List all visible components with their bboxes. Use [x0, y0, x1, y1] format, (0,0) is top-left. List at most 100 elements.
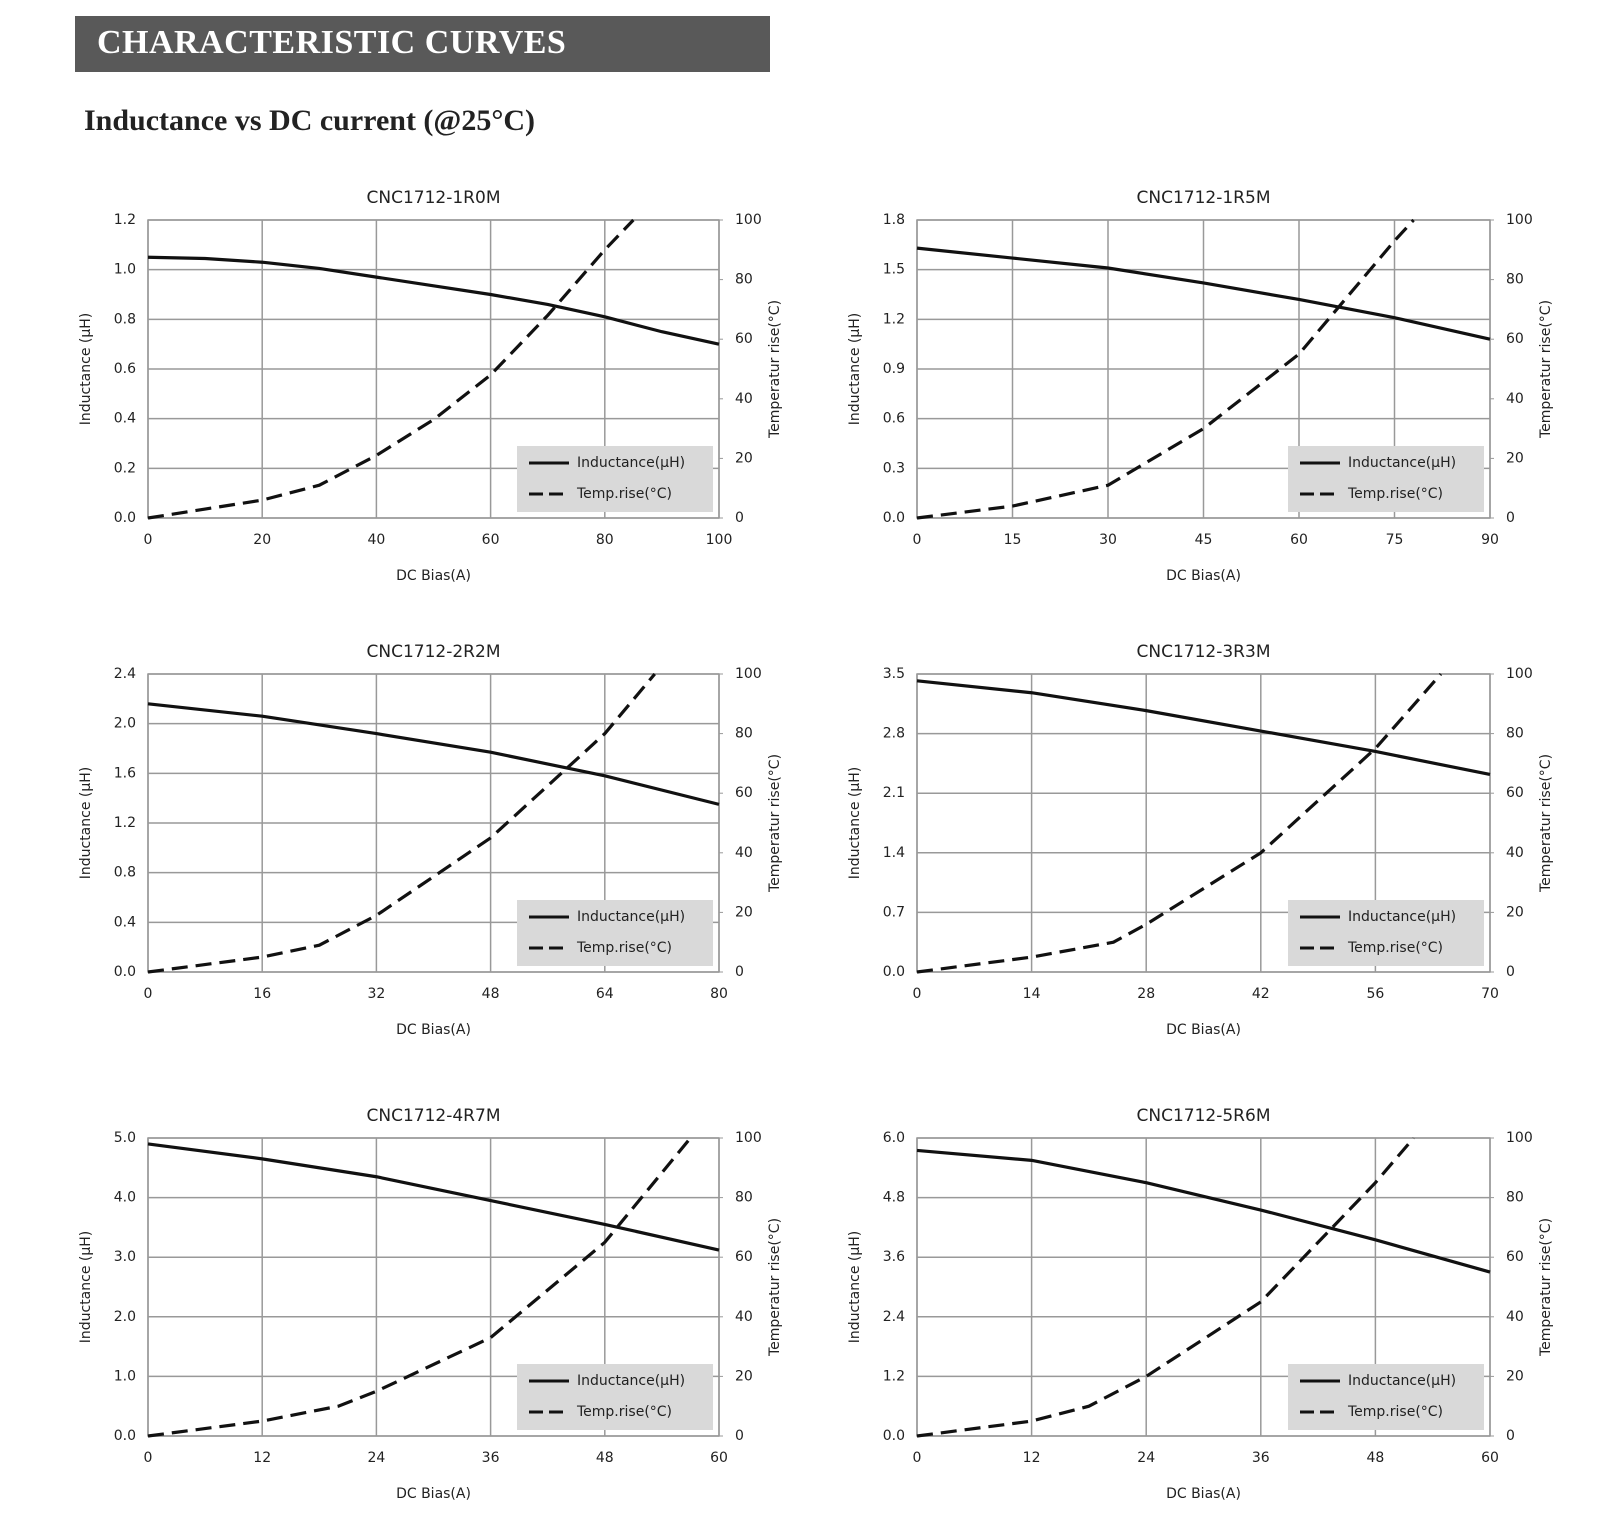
- x-tick-label: 48: [596, 1450, 614, 1466]
- y-tick-label: 0.8: [114, 311, 136, 327]
- y-axis-label: Inductance (μH): [847, 313, 863, 426]
- y2-axis-label: Temperatur rise(°C): [1538, 1218, 1554, 1357]
- x-tick-label: 0: [913, 532, 922, 548]
- legend-box: [517, 900, 713, 966]
- y2-tick-label: 80: [735, 272, 753, 288]
- y2-tick-label: 0: [1506, 964, 1515, 980]
- y2-tick-label: 100: [1506, 666, 1533, 682]
- y-axis-label: Inductance (μH): [847, 1231, 863, 1344]
- plot-frame: [916, 673, 1491, 973]
- x-tick-label: 0: [913, 986, 922, 1002]
- x-tick-label: 0: [144, 532, 153, 548]
- x-tick-label: 90: [1481, 532, 1499, 548]
- y2-tick-label: 80: [735, 1190, 753, 1206]
- y-tick-label: 0.9: [883, 361, 905, 377]
- y2-tick-label: 40: [1506, 845, 1524, 861]
- y-tick-label: 1.0: [114, 1368, 136, 1384]
- line-series: [147, 702, 720, 806]
- x-tick-label: 0: [144, 986, 153, 1002]
- y-axis-label: Inductance (μH): [78, 767, 94, 880]
- y2-tick-label: 20: [735, 904, 753, 920]
- subtitle: Inductance vs DC current (@25°C): [84, 104, 535, 137]
- x-tick-label: 80: [596, 532, 614, 548]
- y-tick-label: 4.0: [114, 1190, 136, 1206]
- chart-title: CNC1712-4R7M: [367, 1106, 501, 1126]
- y2-tick-label: 0: [735, 510, 744, 526]
- y-tick-label: 0.8: [114, 865, 136, 881]
- legend-label: Inductance(μH): [1348, 455, 1456, 471]
- legend-box: [1288, 900, 1484, 966]
- y-tick-label: 2.0: [114, 1309, 136, 1325]
- y2-tick-label: 40: [735, 845, 753, 861]
- y2-tick-label: 20: [735, 1368, 753, 1384]
- y-tick-label: 0.0: [883, 964, 905, 980]
- chart-title: CNC1712-2R2M: [367, 642, 501, 662]
- y2-tick-label: 100: [1506, 1130, 1533, 1146]
- legend-label: Inductance(μH): [1348, 1373, 1456, 1389]
- y2-tick-label: 100: [735, 1130, 762, 1146]
- x-tick-label: 0: [144, 1450, 153, 1466]
- y-tick-label: 0.0: [114, 510, 136, 526]
- line-series: [916, 679, 1491, 777]
- x-tick-label: 42: [1252, 986, 1270, 1002]
- y-tick-label: 2.1: [883, 785, 905, 801]
- legend-label: Temp.rise(°C): [1347, 940, 1443, 956]
- chart-title: CNC1712-1R0M: [367, 188, 501, 208]
- chart-title: CNC1712-3R3M: [1137, 642, 1271, 662]
- legend-label: Temp.rise(°C): [1347, 1404, 1443, 1420]
- legend-label: Inductance(μH): [577, 455, 685, 471]
- y2-tick-label: 80: [1506, 1190, 1524, 1206]
- x-tick-label: 80: [710, 986, 728, 1002]
- x-tick-label: 20: [253, 532, 271, 548]
- y2-tick-label: 40: [735, 391, 753, 407]
- legend-box: [1288, 446, 1484, 512]
- y-tick-label: 1.2: [883, 1368, 905, 1384]
- x-tick-label: 48: [482, 986, 500, 1002]
- y-tick-label: 1.0: [114, 262, 136, 278]
- y-tick-label: 2.8: [883, 726, 905, 742]
- line-series: [916, 218, 1415, 520]
- y2-axis-label: Temperatur rise(°C): [1538, 754, 1554, 893]
- y-tick-label: 1.2: [114, 815, 136, 831]
- x-tick-label: 24: [1137, 1450, 1155, 1466]
- legend-box: [517, 446, 713, 512]
- y2-tick-label: 100: [735, 212, 762, 228]
- x-tick-label: 75: [1386, 532, 1404, 548]
- x-tick-label: 24: [367, 1450, 385, 1466]
- line-series: [147, 672, 656, 974]
- legend-label: Temp.rise(°C): [576, 1404, 672, 1420]
- x-tick-label: 0: [913, 1450, 922, 1466]
- y-tick-label: 0.7: [883, 904, 905, 920]
- plot-frame: [147, 219, 720, 519]
- plot-frame: [916, 219, 1491, 519]
- x-tick-label: 30: [1099, 532, 1117, 548]
- y-tick-label: 6.0: [883, 1130, 905, 1146]
- y2-tick-label: 60: [1506, 785, 1524, 801]
- y-tick-label: 0.3: [883, 460, 905, 476]
- y-tick-label: 2.0: [114, 716, 136, 732]
- legend-label: Inductance(μH): [577, 1373, 685, 1389]
- x-tick-label: 16: [253, 986, 271, 1002]
- y2-axis-label: Temperatur rise(°C): [767, 1218, 783, 1357]
- y2-tick-label: 60: [1506, 1249, 1524, 1265]
- y2-axis-label: Temperatur rise(°C): [1538, 300, 1554, 439]
- legend-label: Inductance(μH): [1348, 909, 1456, 925]
- chart-title: CNC1712-5R6M: [1137, 1106, 1271, 1126]
- y-tick-label: 2.4: [883, 1309, 905, 1325]
- y-tick-label: 0.6: [883, 411, 905, 427]
- y-tick-label: 0.2: [114, 460, 136, 476]
- x-tick-label: 56: [1366, 986, 1384, 1002]
- y2-tick-label: 80: [1506, 272, 1524, 288]
- y-tick-label: 3.5: [883, 666, 905, 682]
- line-series: [916, 1148, 1491, 1274]
- x-tick-label: 48: [1366, 1450, 1384, 1466]
- x-tick-label: 60: [710, 1450, 728, 1466]
- x-axis-label: DC Bias(A): [1166, 1022, 1241, 1038]
- y-tick-label: 0.0: [114, 964, 136, 980]
- x-tick-label: 32: [367, 986, 385, 1002]
- y2-tick-label: 100: [735, 666, 762, 682]
- y2-axis-label: Temperatur rise(°C): [767, 754, 783, 893]
- y-tick-label: 3.0: [114, 1249, 136, 1265]
- plot-frame: [147, 1137, 720, 1437]
- y-axis-label: Inductance (μH): [78, 1231, 94, 1344]
